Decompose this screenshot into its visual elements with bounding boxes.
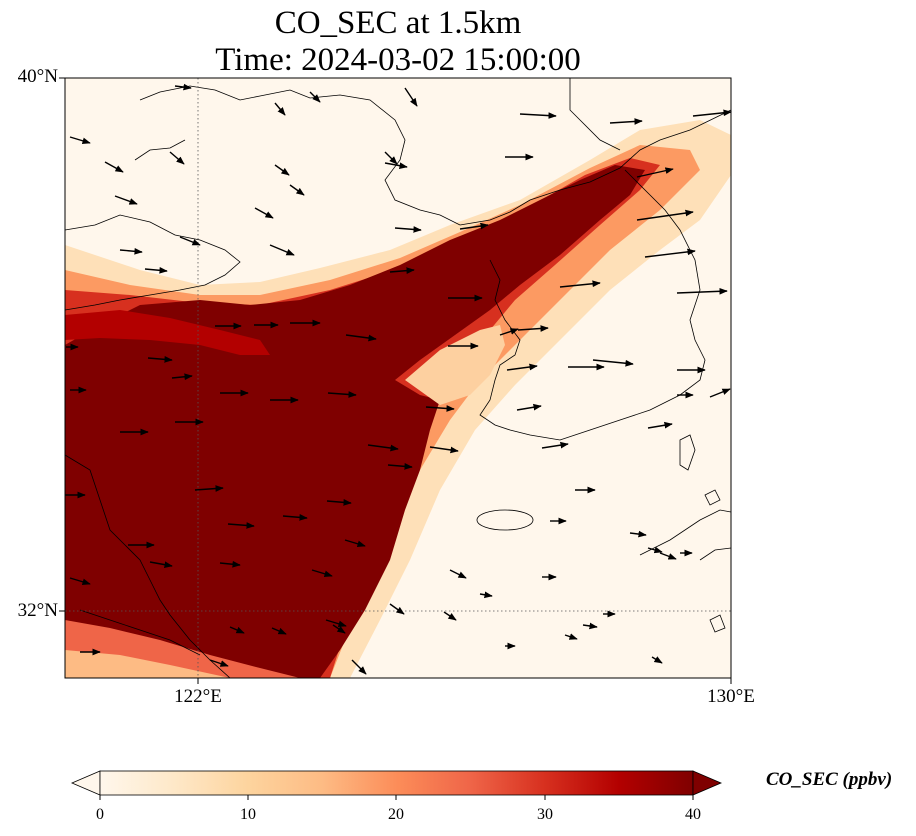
wind-vector — [147, 356, 173, 363]
wind-vector — [209, 659, 229, 667]
wind-vector — [219, 560, 241, 568]
wind-vector — [692, 109, 732, 117]
wind-vector — [69, 136, 91, 145]
wind-vector — [404, 87, 418, 107]
wind-vector — [271, 627, 287, 635]
wind-vector — [459, 222, 489, 230]
wind-vector — [644, 248, 696, 258]
concentration-field — [65, 78, 731, 678]
wind-vector — [394, 226, 422, 233]
wind-vector — [384, 162, 408, 169]
wind-vector — [449, 569, 467, 579]
wind-vector — [254, 207, 274, 219]
colorbar-tick-10: 10 — [240, 806, 256, 823]
wind-vector — [351, 659, 367, 675]
colorbar-label: CO_SEC (ppbv) — [766, 769, 893, 790]
map-frame — [64, 77, 732, 679]
wind-vector — [269, 244, 295, 256]
wind-vector — [309, 91, 321, 103]
wind-vector — [282, 514, 308, 521]
wind-vector — [636, 209, 694, 221]
wind-vector — [659, 552, 677, 560]
wind-vector — [367, 444, 399, 452]
title-line-1: CO_SEC at 1.5km — [274, 5, 522, 41]
wind-vector — [636, 167, 674, 178]
wind-vector — [332, 624, 346, 634]
wind-vector — [541, 441, 569, 449]
wind-vector — [169, 151, 185, 165]
wind-vector — [559, 280, 601, 288]
wind-vector — [629, 530, 647, 538]
wind-vector — [289, 184, 305, 196]
wind-vector — [144, 266, 168, 274]
wind-vector — [564, 633, 578, 640]
axis-ticks — [59, 77, 732, 684]
lon-label-130e: 130°E — [707, 686, 755, 707]
colorbar-tick-0: 0 — [96, 806, 104, 823]
wind-vector — [114, 195, 138, 205]
wind-vector — [647, 421, 673, 429]
wind-vector — [344, 539, 366, 548]
wind-vector — [389, 603, 405, 615]
lat-label-32n: 32°N — [17, 600, 58, 621]
wind-vector — [325, 619, 347, 628]
wind-vector — [676, 287, 728, 295]
wind-vector — [227, 522, 255, 529]
wind-vector — [479, 591, 493, 599]
wind-vector — [517, 325, 549, 332]
wind-vector — [709, 388, 731, 398]
wind-vector — [389, 267, 415, 274]
wind-vector — [149, 561, 173, 568]
colorbar-tick-20: 20 — [388, 806, 404, 823]
wind-vector — [582, 622, 598, 630]
title-line-2: Time: 2024-03-02 15:00:00 — [215, 42, 581, 78]
wind-vector — [651, 656, 663, 664]
wind-vector — [194, 485, 224, 492]
wind-vector — [104, 161, 124, 173]
wind-vector — [229, 626, 245, 634]
wind-vectors — [65, 83, 732, 675]
wind-vector — [311, 569, 333, 578]
wind-vector — [274, 164, 290, 176]
wind-vector — [326, 499, 352, 506]
wind-vector — [179, 236, 201, 246]
wind-vector — [69, 577, 91, 586]
wind-vector — [384, 151, 398, 165]
wind-vector — [345, 334, 377, 342]
wind-vector — [443, 611, 457, 621]
wind-vector — [274, 102, 286, 116]
colorbar-tick-40: 40 — [685, 806, 701, 823]
lon-label-122e: 122°E — [174, 686, 222, 707]
lat-label-40n: 40°N — [17, 66, 58, 87]
wind-vector — [506, 363, 538, 371]
wind-vector — [499, 328, 519, 336]
wind-vector — [429, 446, 459, 454]
wind-vector — [425, 405, 455, 412]
colorbar-tick-30: 30 — [537, 806, 553, 823]
wind-vector — [609, 118, 643, 125]
wind-vector — [592, 359, 634, 367]
wind-vector — [174, 83, 192, 91]
wind-vector — [516, 403, 542, 411]
colorbar — [70, 770, 723, 800]
wind-vector — [647, 546, 663, 554]
wind-vector — [519, 112, 557, 119]
wind-vector — [171, 373, 193, 381]
wind-vector — [119, 247, 143, 255]
wind-vector — [327, 391, 357, 398]
wind-vector — [387, 463, 413, 470]
